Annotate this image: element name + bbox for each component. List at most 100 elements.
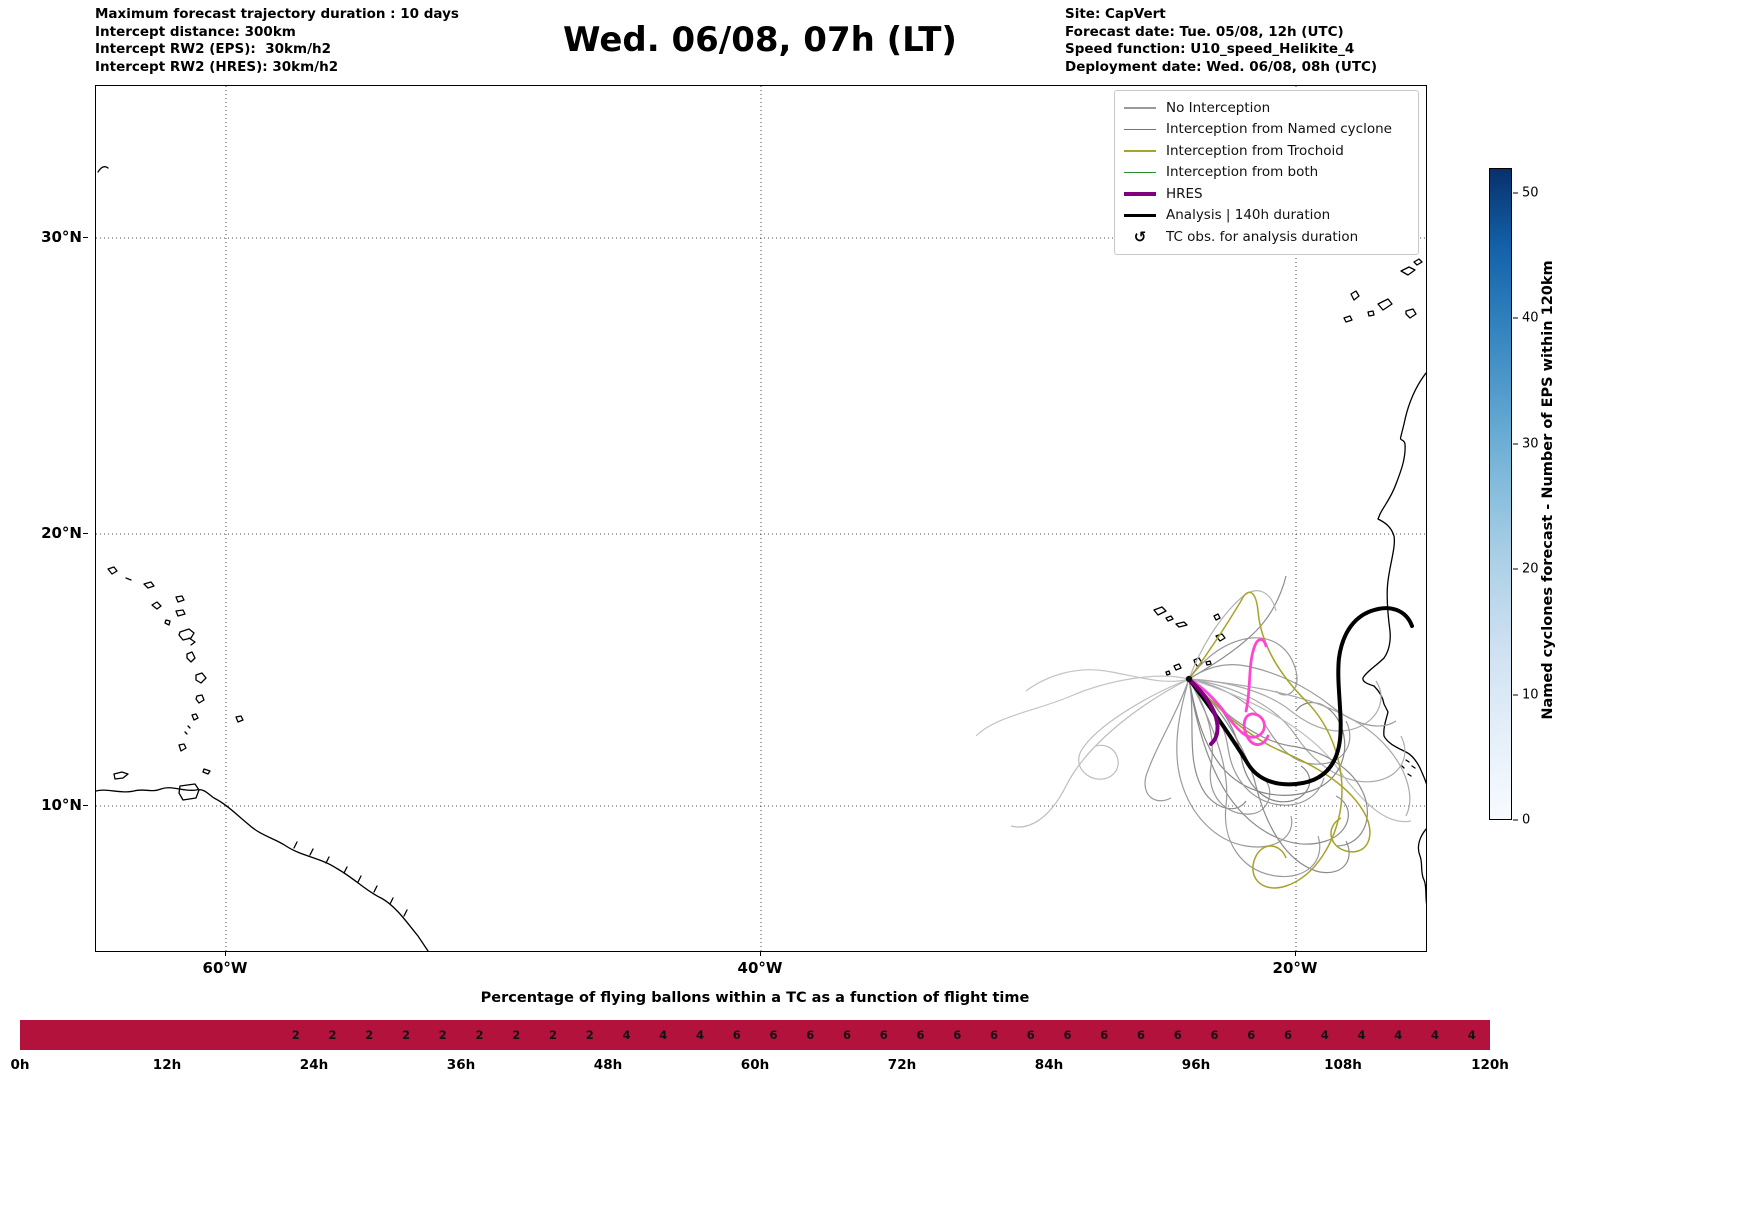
strip-cell: 2 (571, 1020, 609, 1050)
y-tick-label: 20°N (41, 524, 82, 542)
coast-cape-verde (1153, 606, 1226, 676)
meta-line: Intercept RW2 (HRES): 30km/h2 (95, 58, 339, 75)
strip-cell: 6 (791, 1020, 829, 1050)
strip-cell: 6 (1159, 1020, 1197, 1050)
meta-line: Intercept distance: 300km (95, 23, 296, 40)
strip-cell: 4 (681, 1020, 719, 1050)
time-tick-label: 84h (1034, 1057, 1064, 1073)
legend-line-sample (1124, 128, 1156, 130)
colorbar-tick: 10 (1513, 687, 1539, 702)
trajectory-tc-obs (1187, 638, 1270, 746)
y-tick-label: 10°N (41, 796, 82, 814)
legend-item-both: Interception from both (1124, 162, 1409, 184)
tc-obs-rotation-icon: ↺ (1133, 227, 1147, 246)
y-axis: 30°N 20°N 10°N (0, 85, 88, 950)
y-tick-mark (83, 805, 88, 806)
coast-bermuda (97, 166, 109, 173)
meta-line: Deployment date: Wed. 06/08, 08h (UTC) (1065, 58, 1378, 75)
strip-cell: 2 (461, 1020, 499, 1050)
strip-cell: 6 (1012, 1020, 1050, 1050)
legend-line-sample (1124, 213, 1156, 217)
strip-cell: 2 (387, 1020, 425, 1050)
time-tick-label: 60h (740, 1057, 770, 1073)
x-tick-label: 60°W (202, 959, 248, 977)
strip-cell: 6 (1196, 1020, 1234, 1050)
strip-cell: 6 (975, 1020, 1013, 1050)
strip-cell: 2 (277, 1020, 315, 1050)
trajectory-hres (1187, 677, 1220, 746)
legend-line-sample (1124, 192, 1156, 196)
strip-cell: 4 (1453, 1020, 1491, 1050)
strip-cell (167, 1020, 205, 1050)
meta-line: Site: CapVert (1065, 6, 1166, 22)
trajectory-analysis (1187, 606, 1414, 787)
colorbar-tick: 40 (1513, 311, 1539, 326)
map-legend: No Interception Interception from Named … (1114, 90, 1419, 255)
strip-cell: 6 (1269, 1020, 1307, 1050)
map-canvas (96, 86, 1426, 951)
y-tick-mark (83, 533, 88, 534)
legend-item-trochoid: Interception from Trochoid (1124, 140, 1409, 162)
time-tick-label: 24h (299, 1057, 329, 1073)
strip-cell: 2 (534, 1020, 572, 1050)
legend-line-sample (1124, 171, 1156, 173)
header-meta-left: Maximum forecast trajectory duration : 1… (95, 6, 459, 76)
meta-line: Intercept RW2 (EPS): 30km/h2 (95, 41, 331, 57)
colorbar-ticks: 0 10 20 30 40 50 (1513, 168, 1557, 828)
colorbar-tick: 0 (1513, 813, 1530, 828)
strip-cell (56, 1020, 94, 1050)
x-tick-mark (1295, 951, 1296, 956)
strip-cell: 6 (865, 1020, 903, 1050)
strip-cell: 4 (1416, 1020, 1454, 1050)
strip-cell: 6 (755, 1020, 793, 1050)
y-tick-label: 30°N (41, 228, 82, 246)
colorbar-tick: 30 (1513, 436, 1539, 451)
strip-cell (240, 1020, 278, 1050)
strip-cell: 6 (1122, 1020, 1160, 1050)
header-meta-right: Site: CapVert Forecast date: Tue. 05/08,… (1065, 6, 1377, 76)
strip-cell: 4 (1343, 1020, 1381, 1050)
strip-time-axis: 0h 12h 24h 36h 48h 60h 72h 84h 96h 108h 120h (10, 1057, 1508, 1077)
x-axis: 60°W 40°W 20°W (95, 951, 1425, 977)
meta-line: Speed function: U10_speed_Helikite_4 (1065, 41, 1355, 57)
legend-item-hres: HRES (1124, 183, 1409, 205)
coast-canary-islands (1343, 258, 1423, 323)
strip-cell: 4 (1306, 1020, 1344, 1050)
time-tick-label: 96h (1181, 1057, 1211, 1073)
time-tick-label: 12h (152, 1057, 182, 1073)
legend-item-no-interception: No Interception (1124, 97, 1409, 119)
x-tick-mark (760, 951, 761, 956)
strip-cell: 6 (828, 1020, 866, 1050)
colorbar-tick: 20 (1513, 562, 1539, 577)
coast-africa (1362, 372, 1426, 785)
strip-cell: 6 (938, 1020, 976, 1050)
y-tick-mark (83, 237, 88, 238)
time-tick-label: 36h (446, 1057, 476, 1073)
strip-cell: 4 (608, 1020, 646, 1050)
strip-cell: 2 (424, 1020, 462, 1050)
strip-cell: 6 (718, 1020, 756, 1050)
strip-cell: 6 (1085, 1020, 1123, 1050)
legend-line-sample (1124, 107, 1156, 109)
trajectories-no-interception (975, 575, 1412, 878)
coast-south-america (96, 787, 429, 951)
strip-cell: 6 (1049, 1020, 1087, 1050)
strip-cell: 4 (644, 1020, 682, 1050)
strip-cell (93, 1020, 131, 1050)
colorbar (1489, 168, 1512, 820)
trajectory-map: No Interception Interception from Named … (95, 85, 1427, 952)
x-tick-mark (225, 951, 226, 956)
strip-cell: 6 (1232, 1020, 1270, 1050)
time-tick-label: 120h (1471, 1057, 1509, 1073)
time-tick-label: 0h (10, 1057, 30, 1073)
time-tick-label: 48h (593, 1057, 623, 1073)
meta-line: Maximum forecast trajectory duration : 1… (95, 6, 459, 22)
strip-cell: 2 (497, 1020, 535, 1050)
legend-item-tc-obs: ↺ TC obs. for analysis duration (1124, 226, 1409, 248)
time-tick-label: 72h (887, 1057, 917, 1073)
strip-cell: 6 (902, 1020, 940, 1050)
legend-line-sample (1124, 150, 1156, 152)
strip-cell (130, 1020, 168, 1050)
